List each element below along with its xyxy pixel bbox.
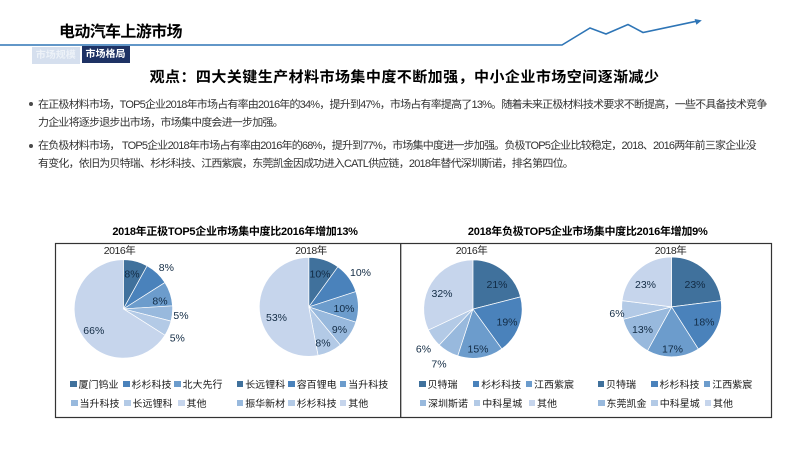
svg-text:6%: 6% <box>416 344 431 356</box>
svg-text:21%: 21% <box>486 279 507 291</box>
svg-text:8%: 8% <box>159 262 174 274</box>
svg-text:8%: 8% <box>315 338 330 350</box>
svg-text:6%: 6% <box>609 308 624 320</box>
svg-text:15%: 15% <box>467 344 488 356</box>
svg-text:8%: 8% <box>124 269 139 281</box>
svg-text:66%: 66% <box>83 325 104 337</box>
svg-text:32%: 32% <box>431 288 452 300</box>
svg-text:10%: 10% <box>350 267 371 279</box>
svg-text:10%: 10% <box>333 303 354 315</box>
svg-text:17%: 17% <box>662 344 683 356</box>
svg-text:53%: 53% <box>266 312 287 324</box>
svg-text:9%: 9% <box>332 324 347 336</box>
svg-text:23%: 23% <box>635 279 656 291</box>
svg-text:8%: 8% <box>152 296 167 308</box>
svg-text:7%: 7% <box>431 359 446 371</box>
svg-text:23%: 23% <box>684 279 705 291</box>
svg-text:19%: 19% <box>496 317 517 329</box>
svg-text:13%: 13% <box>632 324 653 336</box>
svg-text:10%: 10% <box>309 269 330 281</box>
svg-text:5%: 5% <box>173 310 188 322</box>
svg-text:18%: 18% <box>693 317 714 329</box>
svg-text:5%: 5% <box>170 332 185 344</box>
